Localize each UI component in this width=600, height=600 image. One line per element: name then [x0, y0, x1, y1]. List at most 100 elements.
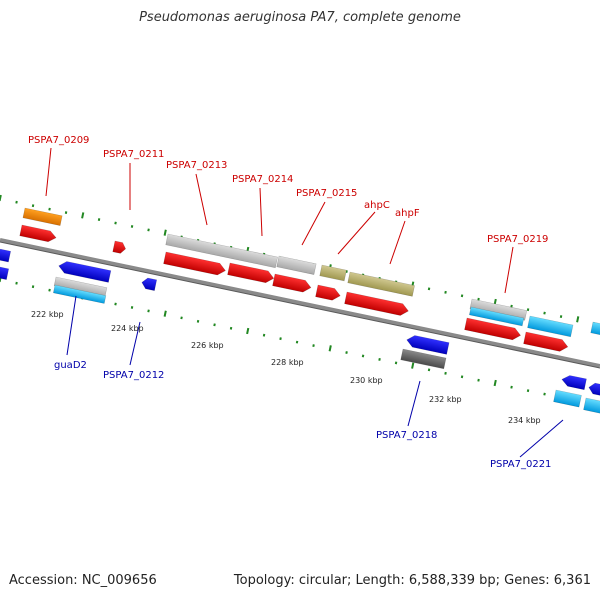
minor-tick [312, 344, 315, 348]
minor-tick [196, 319, 200, 323]
gene-label[interactable]: PSPA7_0212 [103, 370, 164, 381]
cds-arrow[interactable] [112, 240, 127, 254]
minor-tick [444, 371, 447, 375]
minor-tick [427, 287, 431, 291]
gene-label[interactable]: ahpF [395, 208, 420, 219]
minor-tick [229, 326, 233, 330]
gene-label[interactable]: PSPA7_0211 [103, 149, 164, 160]
gene-label[interactable]: ahpC [364, 200, 390, 211]
minor-tick [510, 304, 513, 308]
scale-label: 230 kbp [350, 376, 383, 385]
leader-line [301, 201, 326, 246]
cds-arrow[interactable] [163, 251, 227, 276]
cds-arrow[interactable] [272, 273, 313, 294]
leader-line [389, 220, 406, 265]
minor-tick [48, 207, 51, 211]
gene-box-cyan[interactable] [553, 389, 582, 408]
gene-box-gray[interactable] [165, 233, 278, 269]
leader-line [504, 246, 514, 294]
gene-label[interactable]: PSPA7_0221 [490, 459, 551, 470]
minor-tick [31, 285, 35, 289]
gene-label[interactable]: guaD2 [54, 360, 87, 371]
map-title: Pseudomonas aeruginosa PA7, complete gen… [139, 10, 461, 25]
genome-backbone [0, 238, 600, 368]
gene-box-olive[interactable] [319, 264, 347, 282]
cds-arrow[interactable] [141, 277, 157, 291]
minor-tick [394, 361, 398, 365]
minor-tick [114, 221, 117, 225]
cds-arrow[interactable] [464, 317, 522, 341]
major-tick [493, 379, 497, 387]
minor-tick [147, 228, 150, 232]
minor-tick [180, 316, 183, 320]
leader-line [45, 147, 52, 197]
gene-features [0, 207, 600, 415]
gene-box-cyan[interactable] [590, 321, 600, 336]
cds-arrow[interactable] [19, 224, 57, 243]
gene-box-cyan[interactable] [583, 397, 600, 415]
minor-tick [262, 333, 266, 337]
scale-label: 222 kbp [31, 310, 64, 319]
major-tick [411, 362, 415, 369]
leader-line [259, 187, 263, 237]
cds-arrow[interactable] [344, 291, 410, 317]
major-tick [81, 212, 85, 219]
gene-box-cyan[interactable] [53, 284, 107, 304]
minor-tick [31, 204, 35, 208]
cds-arrow[interactable] [523, 331, 570, 353]
cds-arrow[interactable] [227, 262, 275, 284]
gene-box-gray[interactable] [276, 255, 317, 275]
gene-label[interactable]: PSPA7_0209 [28, 135, 89, 146]
gene-box-orange[interactable] [22, 207, 63, 226]
gene-box-gray[interactable] [469, 298, 528, 321]
minor-tick [378, 358, 381, 361]
major-tick [246, 327, 250, 335]
minor-tick [526, 308, 530, 312]
gene-label[interactable]: PSPA7_0219 [487, 234, 548, 245]
minor-tick [477, 297, 480, 301]
leader-line [195, 173, 208, 226]
minor-tick [444, 290, 447, 294]
cds-arrow[interactable] [588, 382, 600, 397]
gene-label[interactable]: PSPA7_0215 [296, 188, 357, 199]
minor-tick [64, 211, 68, 215]
gene-label[interactable]: PSPA7_0218 [376, 430, 437, 441]
minor-tick [559, 315, 563, 318]
minor-tick [48, 288, 51, 292]
minor-tick [361, 354, 365, 358]
scale-label: 228 kbp [271, 358, 304, 367]
major-tick [0, 194, 2, 202]
gene-box-dark[interactable] [400, 348, 447, 370]
scale-label: 232 kbp [429, 395, 462, 404]
cds-arrow[interactable] [561, 374, 587, 390]
minor-tick [345, 351, 348, 354]
minor-tick [114, 302, 117, 306]
leader-line [337, 211, 376, 255]
gene-box-cyan[interactable] [469, 306, 525, 327]
minor-tick [427, 368, 431, 372]
cds-arrow[interactable] [0, 248, 11, 263]
major-tick [163, 229, 167, 236]
minor-tick [15, 281, 18, 285]
minor-tick [543, 392, 546, 396]
gene-label[interactable]: PSPA7_0213 [166, 160, 227, 171]
scale-label: 224 kbp [111, 324, 144, 333]
gene-box-olive[interactable] [347, 271, 415, 297]
major-tick [493, 298, 497, 306]
scale-label: 234 kbp [508, 416, 541, 425]
cds-arrow[interactable] [0, 266, 9, 280]
major-tick [576, 316, 580, 323]
cds-arrow[interactable] [315, 284, 342, 302]
cds-arrow[interactable] [406, 334, 450, 355]
minor-tick [295, 340, 299, 344]
minor-tick [130, 306, 134, 309]
gene-box-cyan[interactable] [527, 315, 574, 338]
cds-arrow[interactable] [58, 260, 112, 283]
label-leaders [45, 147, 564, 458]
leader-line [519, 419, 564, 458]
minor-tick [147, 309, 150, 313]
minor-tick [15, 200, 18, 204]
gene-label[interactable]: PSPA7_0214 [232, 174, 293, 185]
minor-tick [477, 378, 480, 382]
